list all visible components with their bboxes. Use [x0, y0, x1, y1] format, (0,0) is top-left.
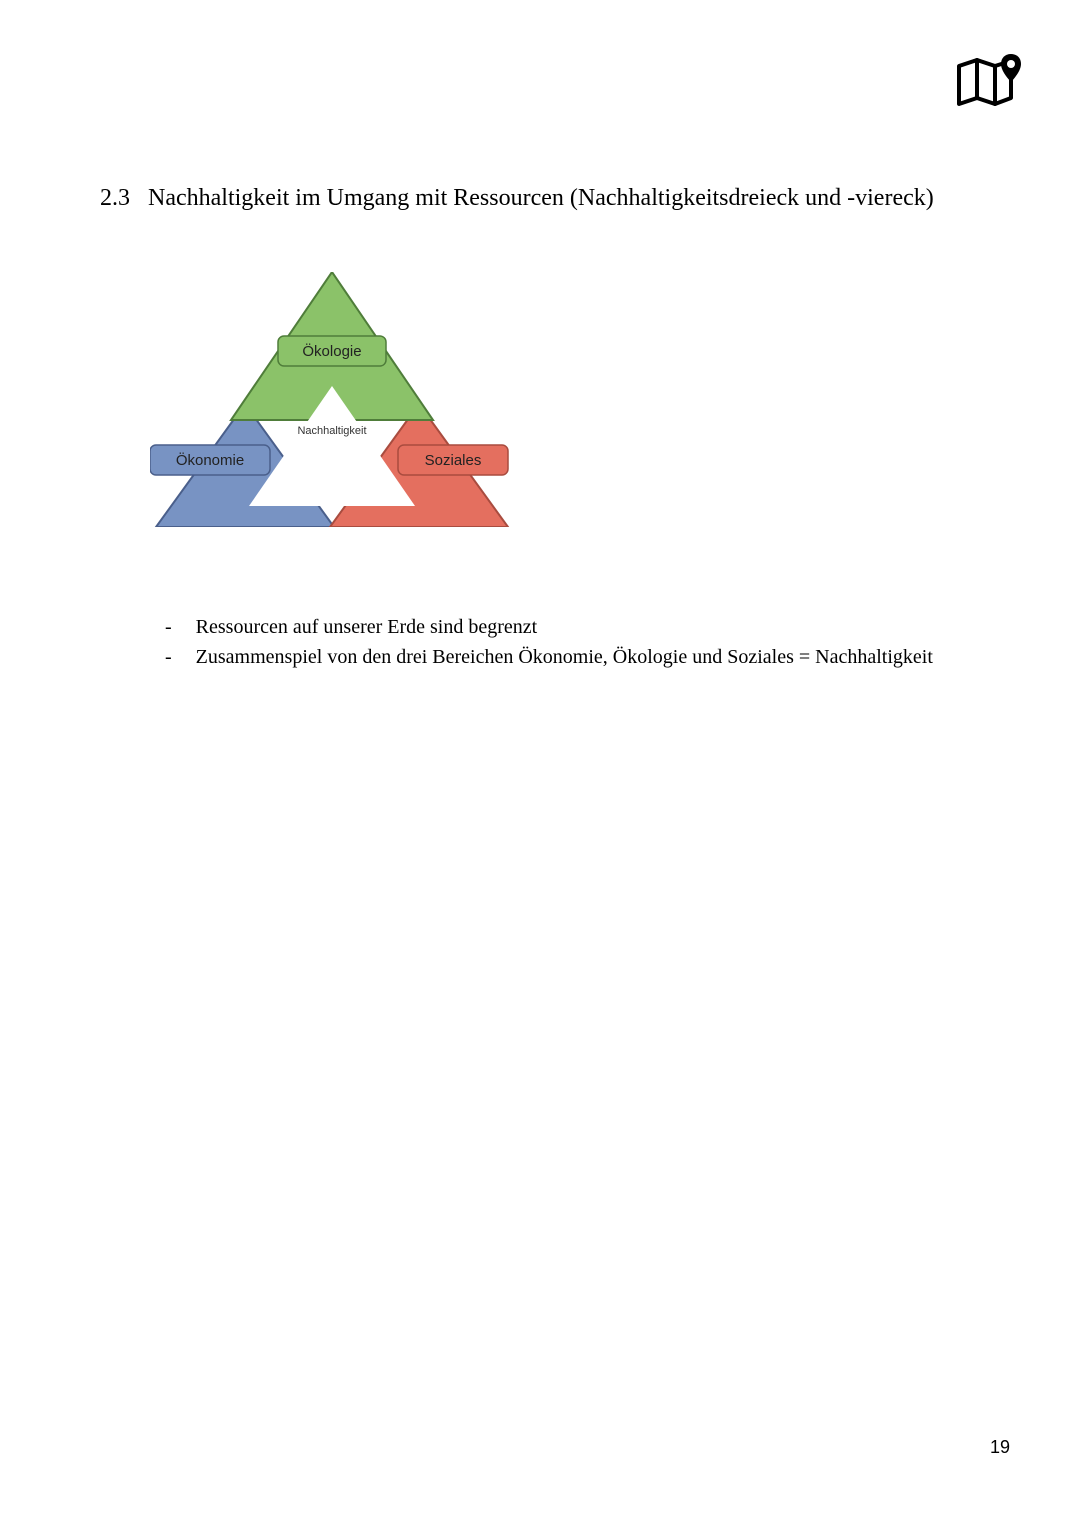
map-icon — [953, 50, 1025, 115]
okologie-label: Ökologie — [302, 342, 361, 360]
okonomie-label: Ökonomie — [176, 451, 244, 469]
soziales-label: Soziales — [425, 452, 482, 469]
bullet-text: Ressourcen auf unserer Erde sind begrenz… — [196, 612, 538, 642]
bullet-item: -Zusammenspiel von den drei Bereichen Ök… — [165, 642, 980, 672]
bullet-text: Zusammenspiel von den drei Bereichen Öko… — [196, 642, 933, 672]
heading-number: 2.3 — [100, 180, 130, 217]
bullet-list: -Ressourcen auf unserer Erde sind begren… — [165, 612, 980, 672]
nachhaltigkeit-label: Nachhaltigkeit — [297, 425, 366, 437]
heading-text: Nachhaltigkeit im Umgang mit Ressourcen … — [148, 180, 980, 217]
sustainability-triangle-diagram: Ökologie Ökonomie Soziales Nachhaltigkeit — [150, 272, 980, 532]
page-number: 19 — [990, 1437, 1010, 1458]
bullet-dash: - — [165, 612, 172, 642]
section-heading: 2.3 Nachhaltigkeit im Umgang mit Ressour… — [100, 180, 980, 217]
bullet-item: -Ressourcen auf unserer Erde sind begren… — [165, 612, 980, 642]
bullet-dash: - — [165, 642, 172, 672]
diagram-svg: Ökologie Ökonomie Soziales Nachhaltigkeit — [150, 272, 510, 527]
